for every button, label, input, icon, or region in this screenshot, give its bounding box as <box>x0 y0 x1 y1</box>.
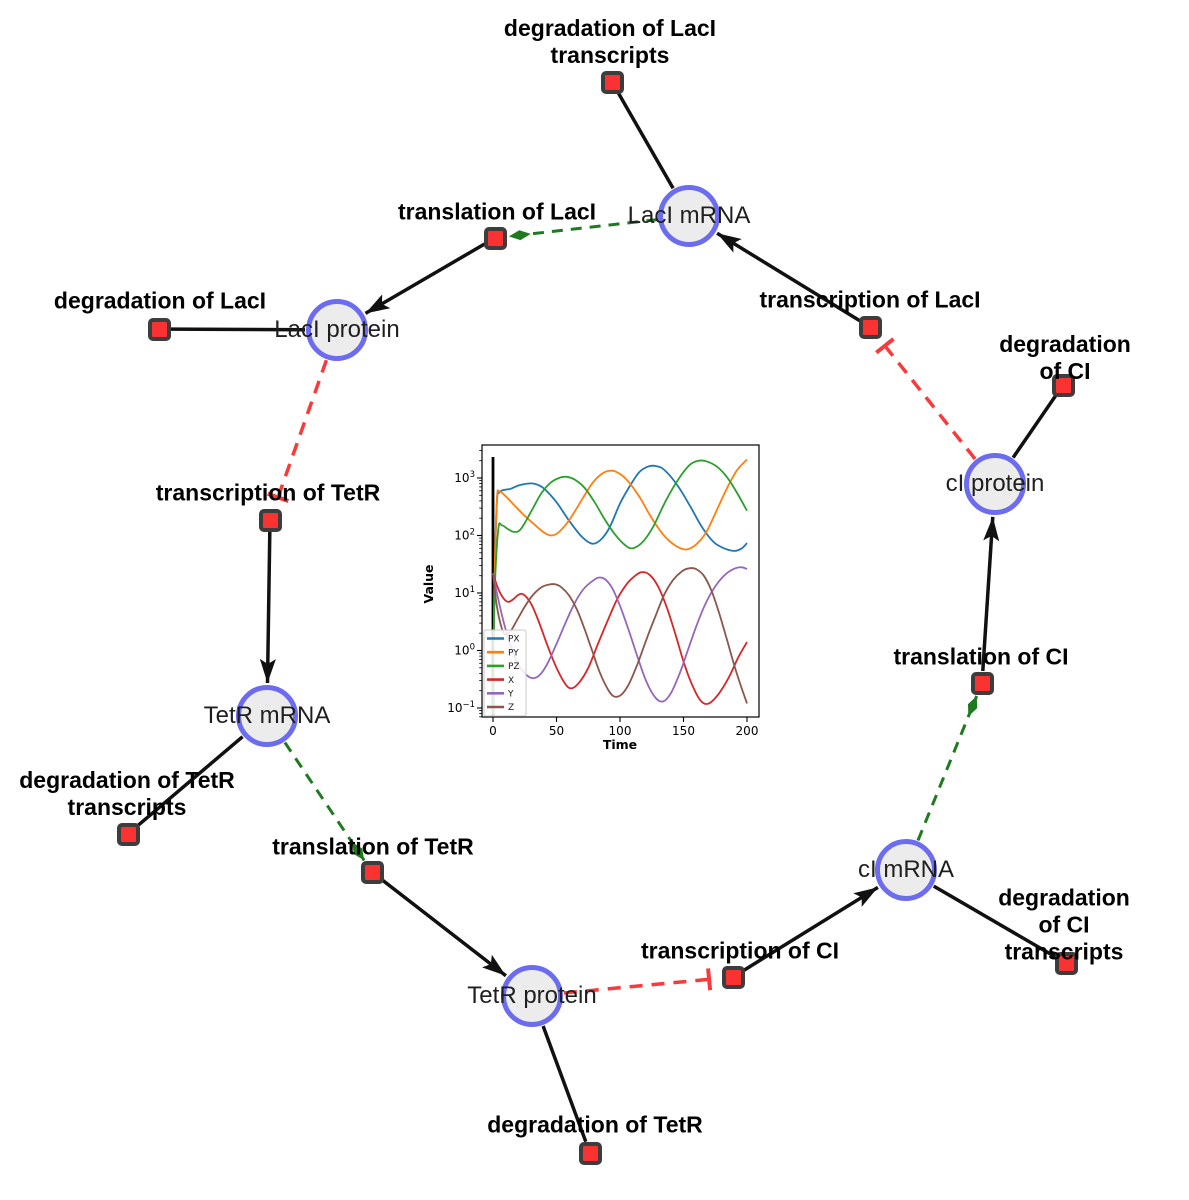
reaction-label: degradation of TetR transcripts <box>19 767 235 820</box>
reaction-node-deg_tetR_tx <box>116 822 140 846</box>
x-tick-label: 100 <box>609 724 632 738</box>
reaction-label: translation of LacI <box>397 198 597 225</box>
series-line-PZ <box>492 459 748 714</box>
series-line-X <box>492 571 748 705</box>
series-line-Z <box>492 567 748 704</box>
edge-production <box>364 242 486 315</box>
plot-y-axis-label: Value <box>421 564 436 603</box>
edge-consumption <box>170 327 306 332</box>
edge-production <box>716 231 861 323</box>
species-node-lacI_protein <box>306 299 368 361</box>
legend-label-Z: Z <box>508 703 514 713</box>
edge-production <box>259 531 276 684</box>
reaction-node-deg_cI <box>1051 373 1075 397</box>
edge-production <box>981 516 1000 672</box>
reaction-node-txn_lacI <box>858 315 882 339</box>
legend-label-Y: Y <box>507 690 514 700</box>
edge-production <box>742 885 879 973</box>
species-node-cI_mRNA <box>875 839 937 901</box>
legend-label-PZ: PZ <box>508 662 520 672</box>
reaction-label: degradation of LacI <box>53 287 267 314</box>
species-label: TetR mRNA <box>203 702 331 729</box>
reaction-label: transcription of LacI <box>759 286 981 313</box>
edge-consumption <box>541 1025 588 1143</box>
series-lines <box>492 458 748 714</box>
series-line-PX <box>492 464 748 714</box>
reaction-label: translation of CI <box>893 643 1069 670</box>
reaction-node-deg_lacI_tx <box>600 70 624 94</box>
species-node-tetR_protein <box>501 965 563 1027</box>
reaction-label: degradation of LacI transcripts <box>503 15 717 68</box>
reaction-node-transl_cI <box>970 671 994 695</box>
edge-consumption <box>932 884 1057 959</box>
edge-modifier <box>916 695 979 841</box>
legend-label-PY: PY <box>508 648 519 658</box>
plot-background <box>420 436 780 764</box>
edge-production <box>380 878 507 978</box>
reaction-label: transcription of TetR <box>155 479 381 506</box>
series-line-Y <box>492 566 748 703</box>
plot-x-axis-label: Time <box>603 737 637 752</box>
edge-inhibition <box>266 359 329 503</box>
legend-label-PX: PX <box>508 635 520 645</box>
reaction-node-deg_lacI <box>147 317 171 341</box>
edge-inhibition <box>563 968 713 995</box>
species-node-tetR_mRNA <box>236 685 298 747</box>
species-label: LacI mRNA <box>627 202 751 229</box>
x-tick-label: 50 <box>549 724 564 738</box>
species-label: TetR protein <box>467 982 597 1009</box>
legend-label-X: X <box>508 676 514 686</box>
reaction-label: degradation of TetR <box>487 1111 703 1138</box>
species-label: cI mRNA <box>858 856 954 883</box>
species-node-lacI_mRNA <box>658 185 720 247</box>
edge-consumption <box>616 91 675 190</box>
edge-inhibition <box>875 337 977 461</box>
reaction-label: degradation of CI <box>999 331 1131 384</box>
series-line-PY <box>492 458 748 714</box>
species-node-cI_protein <box>964 453 1026 515</box>
reaction-node-transl_tetR <box>360 860 384 884</box>
reaction-node-deg_tetR <box>578 1141 602 1165</box>
plot-legend: PX PY PZ XYZ <box>483 629 527 717</box>
species-label: LacI protein <box>274 316 400 343</box>
edge-consumption <box>1011 393 1058 459</box>
reaction-label: translation of TetR <box>272 833 474 860</box>
reaction-label: transcription of CI <box>640 937 840 964</box>
x-tick-label: 200 <box>736 724 759 738</box>
reaction-label: degradation of CI transcripts <box>998 884 1130 965</box>
reaction-node-txn_cI <box>721 965 745 989</box>
reaction-node-transl_lacI <box>483 226 507 250</box>
edge-consumption <box>135 735 244 828</box>
reaction-node-txn_tetR <box>258 508 282 532</box>
edge-modifier <box>283 741 366 862</box>
reaction-node-deg_cI_tx <box>1054 951 1078 975</box>
x-tick-label: 0 <box>489 724 497 738</box>
x-tick-label: 150 <box>672 724 695 738</box>
edge-modifier <box>508 218 658 241</box>
species-label: cI protein <box>945 470 1045 497</box>
